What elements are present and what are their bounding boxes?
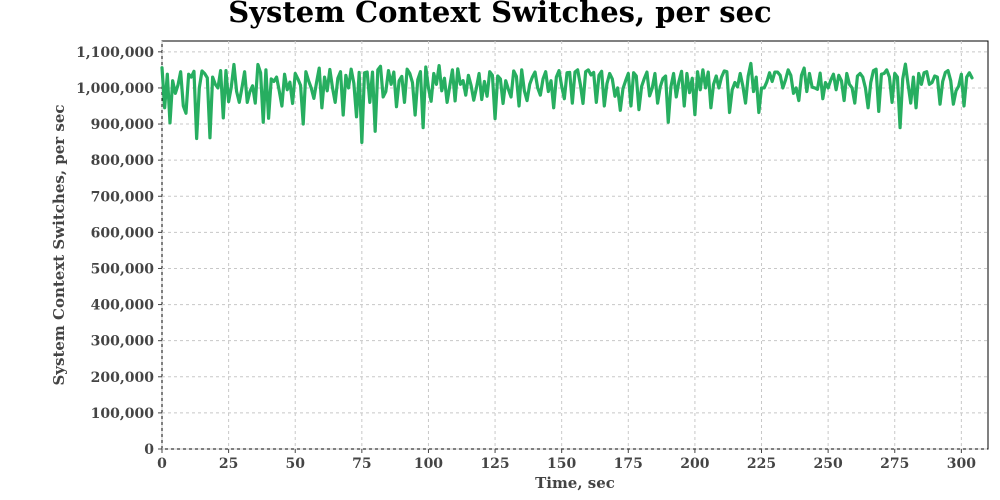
y-tick-label: 400,000	[91, 298, 155, 314]
y-axis-label: System Context Switches, per sec	[50, 104, 68, 385]
series-line	[160, 61, 974, 145]
x-tick-label: 100	[414, 456, 443, 472]
x-tick-label: 125	[480, 456, 509, 472]
y-tick-label: 300,000	[91, 334, 155, 350]
x-tick-label: 0	[157, 456, 167, 472]
x-tick-label: 150	[547, 456, 576, 472]
x-tick-label: 225	[747, 456, 776, 472]
x-tick-label: 25	[219, 456, 238, 472]
x-tick-label: 200	[680, 456, 709, 472]
y-tick-label: 700,000	[91, 189, 155, 205]
y-tick-label: 500,000	[91, 261, 155, 277]
y-tick-label: 0	[144, 442, 154, 458]
y-tick-label: 1,100,000	[76, 45, 154, 61]
x-axis-label: Time, sec	[535, 474, 615, 492]
y-tick-label: 900,000	[91, 117, 155, 133]
y-tick-label: 1,000,000	[76, 81, 154, 97]
series-layer	[160, 61, 974, 145]
y-tick-label: 600,000	[91, 225, 155, 241]
y-tick-label: 800,000	[91, 153, 155, 169]
y-tick-label: 200,000	[91, 370, 155, 386]
x-tick-label: 50	[285, 456, 305, 472]
y-axis: 0 100,000 200,000 300,000 400,000 500,000 600,…	[76, 45, 162, 458]
x-tick-label: 175	[614, 456, 643, 472]
x-tick-label: 275	[880, 456, 909, 472]
x-tick-label: 300	[947, 456, 976, 472]
x-tick-label: 75	[352, 456, 371, 472]
x-tick-label: 250	[814, 456, 843, 472]
y-tick-label: 100,000	[91, 406, 155, 422]
plot-area	[161, 40, 989, 450]
x-axis: 0 25 50 75 100 125 150 175 200 225 250 275 300	[157, 449, 976, 472]
chart-title: System Context Switches, per sec	[228, 0, 771, 29]
